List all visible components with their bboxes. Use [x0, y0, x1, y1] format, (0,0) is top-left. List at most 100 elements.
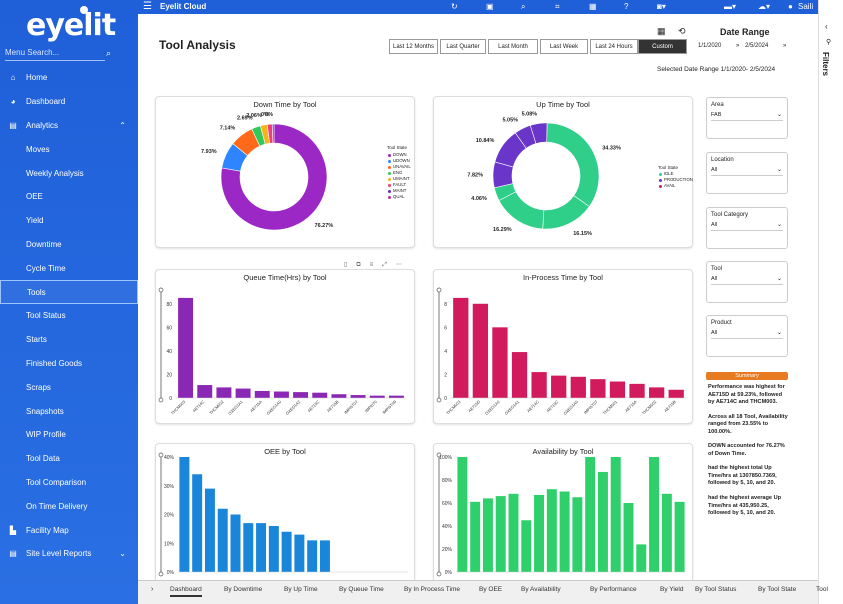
bar[interactable] [649, 457, 660, 572]
bar[interactable] [559, 491, 570, 573]
bar[interactable] [531, 372, 547, 398]
bar[interactable] [331, 394, 347, 398]
bar[interactable] [572, 497, 583, 572]
sidebar-item-analytics[interactable]: ▤ Analytics ⌃ [0, 114, 138, 138]
filter-value[interactable]: FAB [711, 112, 722, 118]
menu-search-input[interactable]: Menu Search... [5, 48, 105, 61]
slider-handle[interactable] [436, 571, 442, 577]
bar[interactable] [674, 501, 685, 572]
date-end-input[interactable]: 2/5/2024 [745, 43, 769, 49]
bar[interactable] [307, 540, 318, 572]
legend-item[interactable]: UMAINT [388, 176, 411, 182]
tab-tool[interactable]: Tool [816, 586, 828, 593]
bar[interactable] [192, 474, 203, 572]
slider-handle[interactable] [436, 287, 442, 293]
chevron-down-icon[interactable]: ⌄ [776, 112, 782, 118]
donut-slice[interactable] [546, 122, 600, 207]
bar[interactable] [551, 375, 567, 398]
help-icon[interactable]: ? [624, 2, 629, 11]
donut-slice[interactable] [529, 122, 548, 144]
camera-icon[interactable]: ◙▾ [657, 2, 666, 11]
sidebar-item-snapshots[interactable]: Snapshots [0, 399, 138, 423]
calculator-icon[interactable]: ▦ [589, 2, 597, 11]
filter-product[interactable]: Product All ⌄ [706, 315, 788, 357]
more-icon[interactable]: ⋯ [395, 262, 411, 268]
slider-handle[interactable] [158, 287, 164, 293]
chevron-down-icon[interactable]: ⌄ [776, 167, 782, 173]
bar[interactable] [470, 501, 481, 572]
cloud-icon[interactable]: ☁▾ [758, 2, 771, 11]
bar[interactable] [256, 523, 267, 572]
filters-panel-toggle[interactable]: ‹ ⚲ Filters [818, 0, 843, 604]
sidebar-item-downtime[interactable]: Downtime [0, 233, 138, 257]
legend-item[interactable]: MAINT [388, 188, 411, 194]
donut-slice[interactable] [220, 123, 328, 231]
bar[interactable] [668, 389, 684, 398]
tab-by-tool-status[interactable]: By Tool Status [695, 586, 737, 593]
bar[interactable] [178, 297, 194, 398]
tab-dashboard[interactable]: Dashboard [170, 586, 202, 597]
tab-by-performance[interactable]: By Performance [590, 586, 637, 593]
bar[interactable] [636, 544, 647, 572]
bar[interactable] [388, 395, 404, 398]
tab-by-availability[interactable]: By Availability [521, 586, 561, 593]
bar[interactable] [312, 392, 328, 398]
tab-by-yield[interactable]: By Yield [660, 586, 684, 593]
slider-handle[interactable] [436, 452, 442, 458]
expand-icon[interactable]: ⤢ [382, 262, 396, 268]
bar[interactable] [273, 391, 289, 398]
tab-by-up-time[interactable]: By Up Time [284, 586, 318, 593]
range-button-last-12-months[interactable]: Last 12 Months [389, 39, 438, 54]
filter-value[interactable]: All [711, 330, 718, 336]
bar[interactable] [521, 520, 532, 572]
sidebar-item-oee[interactable]: OEE [0, 185, 138, 209]
bar[interactable] [243, 523, 254, 572]
chevron-down-icon[interactable]: ⌄ [776, 276, 782, 282]
bar[interactable] [609, 381, 626, 398]
bar[interactable] [472, 303, 489, 398]
collapse-arrow-icon[interactable]: ‹ [825, 22, 828, 31]
bar[interactable] [492, 327, 508, 398]
sidebar-item-tool-data[interactable]: Tool Data [0, 447, 138, 471]
bar[interactable] [546, 489, 557, 572]
tab-by-downtime[interactable]: By Downtime [224, 586, 263, 593]
sidebar-item-weekly-analysis[interactable]: Weekly Analysis [0, 161, 138, 185]
bar[interactable] [281, 531, 292, 572]
legend-item[interactable]: ENG [388, 170, 411, 176]
range-button-last-24-hours[interactable]: Last 24 Hours [590, 39, 638, 54]
range-button-last-week[interactable]: Last Week [540, 39, 588, 54]
bar[interactable] [230, 514, 241, 573]
bar[interactable] [623, 503, 634, 572]
legend-item[interactable]: PRODUCTION [659, 177, 693, 183]
bar[interactable] [585, 457, 596, 572]
sidebar-item-scraps[interactable]: Scraps [0, 375, 138, 399]
sidebar-item-moves[interactable]: Moves [0, 137, 138, 161]
legend-item[interactable]: UNAVAIL [388, 164, 411, 170]
calendar-icon[interactable]: » [783, 43, 787, 49]
filter-tool-category[interactable]: Tool Category All ⌄ [706, 207, 788, 249]
bar[interactable] [179, 457, 190, 572]
filter-tool[interactable]: Tool All ⌄ [706, 261, 788, 303]
filter-value[interactable]: All [711, 167, 718, 173]
chevron-down-icon[interactable]: ⌄ [776, 222, 782, 228]
filter-location[interactable]: Location All ⌄ [706, 152, 788, 194]
sidebar-item-facility-map[interactable]: ▙ Facility Map [0, 518, 138, 542]
bar[interactable] [216, 387, 232, 398]
sidebar-item-site-level-reports[interactable]: ▤ Site Level Reports ⌄ [0, 542, 138, 566]
bar[interactable] [254, 390, 270, 398]
bar[interactable] [204, 488, 215, 572]
date-start-input[interactable]: 1/1/2020 [698, 43, 722, 49]
copy-icon[interactable]: ⧉ [356, 262, 370, 268]
tab-by-queue-time[interactable]: By Queue Time [339, 586, 384, 593]
slider-handle[interactable] [158, 397, 164, 403]
tab-scroll-left-icon[interactable]: › [151, 586, 154, 593]
bar[interactable] [369, 395, 385, 398]
bar[interactable] [648, 387, 665, 398]
filter-value[interactable]: All [711, 222, 718, 228]
legend-item[interactable]: AVAIL [659, 183, 693, 189]
search-icon[interactable]: ⌕ [521, 2, 526, 11]
slider-handle[interactable] [158, 571, 164, 577]
briefcase-icon[interactable]: ▬▾ [724, 2, 737, 11]
layout-grid-icon[interactable]: ▦ [657, 26, 666, 36]
range-button-custom[interactable]: Custom [638, 39, 687, 54]
